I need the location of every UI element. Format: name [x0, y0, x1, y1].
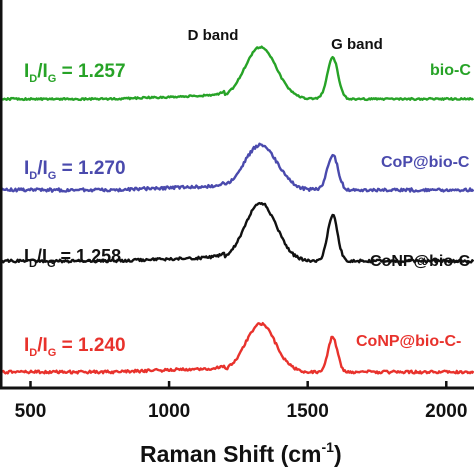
g-band-label: G band — [331, 36, 383, 53]
x-axis-title: Raman Shift (cm-1) — [140, 439, 342, 467]
series-name-conp-bio-c: CoNP@bio-C — [370, 253, 470, 270]
series-line — [0, 142, 474, 193]
series-name-bio-c: bio-C — [430, 62, 471, 79]
series-line — [0, 45, 474, 102]
ratio-label-cop-bio-c: ID/IG = 1.270 — [24, 158, 126, 182]
spectra-group — [0, 45, 474, 375]
x-tick-label: 500 — [15, 401, 47, 422]
x-tick-label: 1500 — [287, 401, 329, 422]
ratio-label-conp-bio-c: ID/IG = 1.258 — [24, 246, 121, 270]
x-tick-label: 2000 — [425, 401, 467, 422]
series-line — [0, 322, 474, 375]
d-band-label: D band — [188, 27, 239, 44]
x-ticks-group: 500 1000 1500 2000 — [15, 381, 467, 422]
series-line — [0, 201, 474, 264]
ratio-label-bio-c: ID/IG = 1.257 — [24, 61, 126, 85]
series-name-conp-bio-c-2: CoNP@bio-C- — [356, 333, 461, 350]
x-tick-label: 1000 — [148, 401, 190, 422]
series-name-cop-bio-c: CoP@bio-C — [381, 154, 470, 171]
ratio-label-conp-bio-c-2: ID/IG = 1.240 — [24, 335, 126, 359]
